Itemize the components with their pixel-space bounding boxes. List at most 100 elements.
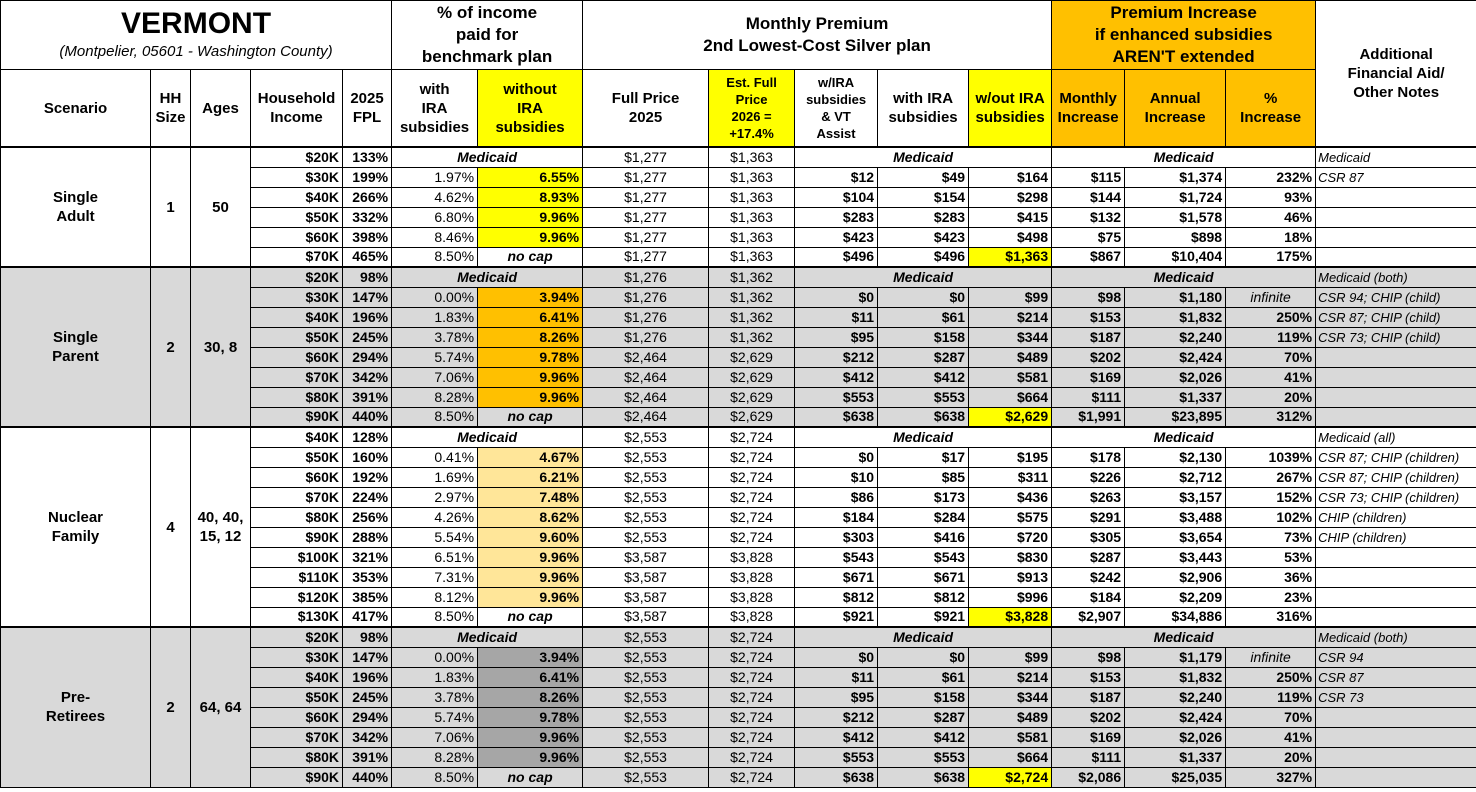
header-line: Monthly Premium bbox=[745, 14, 889, 33]
full-price-2025: $2,553 bbox=[582, 506, 710, 528]
premium-with-ira: $61 bbox=[877, 306, 970, 328]
household-income: $80K bbox=[250, 746, 343, 768]
fpl: 353% bbox=[341, 566, 393, 588]
header-line: Income bbox=[270, 109, 323, 126]
pct-with-ira: 8.50% bbox=[391, 766, 479, 788]
household-income: $30K bbox=[250, 166, 343, 188]
note bbox=[1315, 206, 1476, 228]
est-full-price-2026: $1,363 bbox=[708, 146, 796, 168]
table-row: Single Adult 1 50 $20K 133% Medicaid $1,277 $1,… bbox=[0, 146, 1476, 268]
pct-with-ira: 4.26% bbox=[391, 506, 479, 528]
est-full-price-2026: $2,724 bbox=[708, 626, 796, 648]
premium-with-ira: $0 bbox=[877, 286, 970, 308]
household-income: $50K bbox=[250, 686, 343, 708]
header-line: 2025 bbox=[628, 109, 663, 126]
scenario-cell: Nuclear Family bbox=[0, 426, 151, 628]
premium-without-ira: $1,363 bbox=[968, 246, 1053, 268]
header-line: 2025 bbox=[350, 90, 384, 107]
annual-increase: $2,240 bbox=[1124, 326, 1227, 348]
table-row: $50K 245% 3.78% 8.26% $2,553 $2,724 $95 $158 $34… bbox=[0, 686, 1476, 708]
premium-with-ira: $638 bbox=[877, 766, 970, 788]
status: Medicaid bbox=[391, 266, 584, 288]
household-income: $30K bbox=[250, 286, 343, 308]
monthly-increase: $111 bbox=[1051, 386, 1126, 408]
premium-vt-assist: $412 bbox=[794, 726, 879, 748]
pct-increase: 93% bbox=[1225, 186, 1317, 208]
premium-without-ira: $214 bbox=[968, 306, 1053, 328]
premium-without-ira: $195 bbox=[968, 446, 1053, 468]
note: CSR 87 bbox=[1315, 666, 1476, 688]
annual-increase: $2,026 bbox=[1124, 366, 1227, 388]
pct-increase: 312% bbox=[1225, 406, 1317, 428]
est-full-price-2026: $3,828 bbox=[708, 586, 796, 608]
premium-vt-assist: $543 bbox=[794, 546, 879, 568]
header-line: Monthly bbox=[1059, 90, 1117, 107]
note: CSR 87 bbox=[1315, 166, 1476, 188]
household-income: $60K bbox=[250, 466, 343, 488]
note bbox=[1315, 406, 1476, 428]
status: Medicaid bbox=[1051, 146, 1317, 168]
full-price-2025: $2,464 bbox=[582, 386, 710, 408]
annual-increase: $3,488 bbox=[1124, 506, 1227, 528]
est-full-price-2026: $1,363 bbox=[708, 166, 796, 188]
premium-with-ira: $85 bbox=[877, 466, 970, 488]
location: (Montpelier, 05601 - Washington County) bbox=[59, 43, 333, 60]
est-full-price-2026: $2,629 bbox=[708, 406, 796, 428]
table-row: $70K 224% 2.97% 7.48% $2,553 $2,724 $86 $173 $43… bbox=[0, 486, 1476, 508]
household-income: $50K bbox=[250, 446, 343, 468]
annual-increase: $2,209 bbox=[1124, 586, 1227, 608]
pct-without-ira: 9.96% bbox=[477, 726, 584, 748]
annual-increase: $1,337 bbox=[1124, 386, 1227, 408]
pct-without-ira: 9.96% bbox=[477, 566, 584, 588]
premium-vt-assist: $423 bbox=[794, 226, 879, 248]
note: CSR 87; CHIP (children) bbox=[1315, 466, 1476, 488]
household-income: $130K bbox=[250, 606, 343, 628]
est-full-price-2026: $2,629 bbox=[708, 366, 796, 388]
group-header: Premium Increase if enhanced subsidies ARE… bbox=[1051, 0, 1317, 70]
pct-without-ira: 9.96% bbox=[477, 226, 584, 248]
pct-with-ira: 7.31% bbox=[391, 566, 479, 588]
header-line: subsidies bbox=[399, 118, 470, 136]
pct-with-ira: 8.28% bbox=[391, 746, 479, 768]
note: CSR 94 bbox=[1315, 646, 1476, 668]
household-income: $110K bbox=[250, 566, 343, 588]
est-full-price-2026: $1,363 bbox=[708, 226, 796, 248]
pct-without-ira: 9.78% bbox=[477, 346, 584, 368]
est-full-price-2026: $2,724 bbox=[708, 706, 796, 728]
table-header: VERMONT (Montpelier, 05601 - Washington C… bbox=[0, 0, 1476, 148]
premium-vt-assist: $10 bbox=[794, 466, 879, 488]
pct-increase: 232% bbox=[1225, 166, 1317, 188]
note bbox=[1315, 746, 1476, 768]
est-full-price-2026: $2,724 bbox=[708, 766, 796, 788]
annual-increase: $1,578 bbox=[1124, 206, 1227, 228]
premium-vt-assist: $86 bbox=[794, 486, 879, 508]
fpl: 417% bbox=[341, 606, 393, 628]
fpl: 196% bbox=[341, 306, 393, 328]
ages: 64, 64 bbox=[199, 698, 242, 716]
full-price-2025: $2,464 bbox=[582, 366, 710, 388]
pct-with-ira: 6.80% bbox=[391, 206, 479, 228]
monthly-increase: $169 bbox=[1051, 366, 1126, 388]
premium-vt-assist: $496 bbox=[794, 246, 879, 268]
premium-without-ira: $164 bbox=[968, 166, 1053, 188]
fpl: 294% bbox=[341, 706, 393, 728]
fpl: 294% bbox=[341, 346, 393, 368]
header-line: subsidies bbox=[495, 118, 565, 136]
premium-with-ira: $173 bbox=[877, 486, 970, 508]
premium-with-ira: $158 bbox=[877, 686, 970, 708]
column-header: Household Income bbox=[250, 69, 343, 148]
household-income: $30K bbox=[250, 646, 343, 668]
premium-without-ira: $664 bbox=[968, 386, 1053, 408]
header-line: Size bbox=[155, 109, 186, 126]
full-price-2025: $3,587 bbox=[582, 566, 710, 588]
pct-without-ira: no cap bbox=[477, 406, 584, 428]
est-full-price-2026: $3,828 bbox=[708, 566, 796, 588]
household-income: $40K bbox=[250, 306, 343, 328]
pct-increase: 41% bbox=[1225, 366, 1317, 388]
pct-with-ira: 0.41% bbox=[391, 446, 479, 468]
pct-with-ira: 8.12% bbox=[391, 586, 479, 608]
scenario-cell: Single Parent bbox=[0, 266, 151, 428]
monthly-increase: $263 bbox=[1051, 486, 1126, 508]
column-header: Ages bbox=[190, 69, 251, 148]
note bbox=[1315, 566, 1476, 588]
